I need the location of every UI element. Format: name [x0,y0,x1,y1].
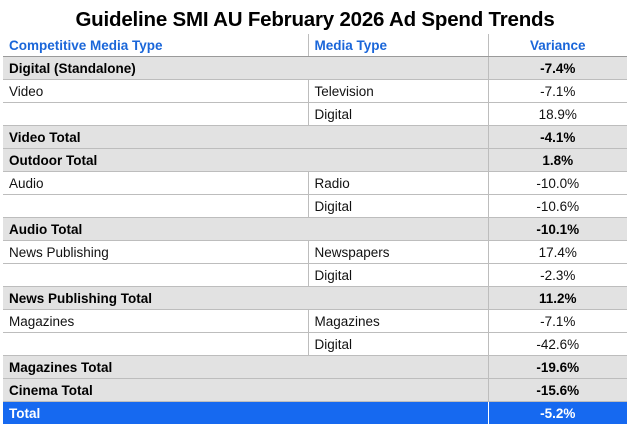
competitive-media-type-cell [3,264,308,287]
column-header-variance: Variance [488,34,627,57]
table-row: Digital-2.3% [3,264,627,287]
row-label-cell: News Publishing Total [3,287,488,310]
row-label-cell: Magazines Total [3,356,488,379]
media-type-cell: Digital [308,264,488,287]
subtotal-row: Digital (Standalone)-7.4% [3,57,627,80]
subtotal-row: Cinema Total-15.6% [3,379,627,402]
subtotal-row: Magazines Total-19.6% [3,356,627,379]
competitive-media-type-cell [3,103,308,126]
subtotal-row: Audio Total-10.1% [3,218,627,241]
variance-cell: 17.4% [488,241,627,264]
column-header-competitive-media-type: Competitive Media Type [3,34,308,57]
variance-cell: -19.6% [488,356,627,379]
header-row: Competitive Media Type Media Type Varian… [3,34,627,57]
competitive-media-type-cell [3,195,308,218]
variance-cell: -5.2% [488,402,627,424]
media-type-cell: Newspapers [308,241,488,264]
grand-total-row: Total-5.2% [3,402,627,424]
media-type-cell: Radio [308,172,488,195]
variance-cell: 1.8% [488,149,627,172]
row-label-cell: Total [3,402,488,424]
variance-cell: -10.0% [488,172,627,195]
competitive-media-type-cell: Video [3,80,308,103]
media-type-cell: Digital [308,195,488,218]
row-label-cell: Outdoor Total [3,149,488,172]
variance-cell: 11.2% [488,287,627,310]
variance-cell: -4.1% [488,126,627,149]
table-row: Digital-10.6% [3,195,627,218]
variance-cell: -7.1% [488,80,627,103]
row-label-cell: Video Total [3,126,488,149]
ad-spend-table: Competitive Media Type Media Type Varian… [3,34,627,424]
competitive-media-type-cell [3,333,308,356]
table-row: Digital-42.6% [3,333,627,356]
media-type-cell: Magazines [308,310,488,333]
column-header-media-type: Media Type [308,34,488,57]
report-container: Guideline SMI AU February 2026 Ad Spend … [3,0,627,424]
variance-cell: 18.9% [488,103,627,126]
variance-cell: -10.1% [488,218,627,241]
media-type-cell: Digital [308,103,488,126]
variance-cell: -42.6% [488,333,627,356]
row-label-cell: Audio Total [3,218,488,241]
variance-cell: -10.6% [488,195,627,218]
variance-cell: -15.6% [488,379,627,402]
variance-cell: -7.4% [488,57,627,80]
competitive-media-type-cell: Magazines [3,310,308,333]
row-label-cell: Cinema Total [3,379,488,402]
variance-cell: -7.1% [488,310,627,333]
competitive-media-type-cell: Audio [3,172,308,195]
row-label-cell: Digital (Standalone) [3,57,488,80]
media-type-cell: Digital [308,333,488,356]
competitive-media-type-cell: News Publishing [3,241,308,264]
media-type-cell: Television [308,80,488,103]
subtotal-row: Video Total-4.1% [3,126,627,149]
variance-cell: -2.3% [488,264,627,287]
table-title: Guideline SMI AU February 2026 Ad Spend … [3,0,627,34]
